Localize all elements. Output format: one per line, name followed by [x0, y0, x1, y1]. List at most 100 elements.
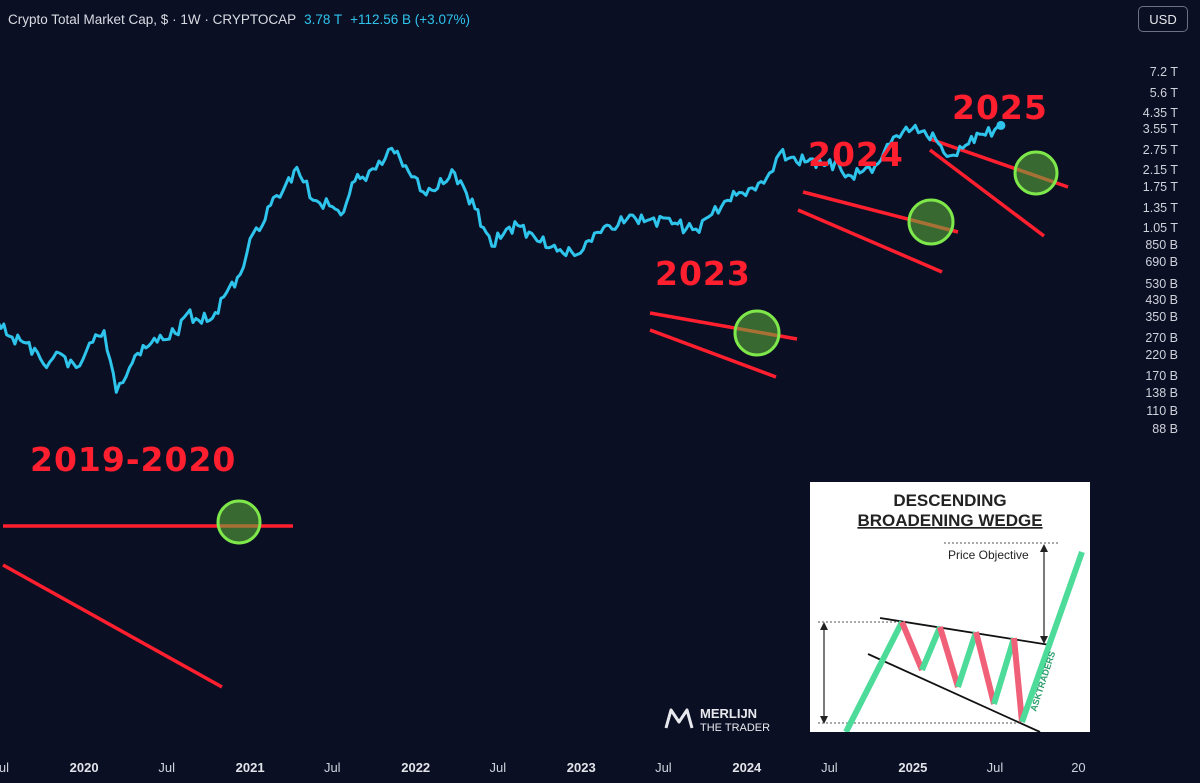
data-point [984, 134, 987, 137]
data-point [889, 142, 892, 146]
merlijn-logo: MERLIJN THE TRADER [664, 704, 794, 734]
wave-up-3 [955, 631, 979, 688]
wave-up-1 [843, 620, 905, 734]
symbol-header: Crypto Total Market Cap, $ · 1W · CRYPTO… [8, 12, 470, 27]
breakout-circle-2025 [1013, 150, 1059, 196]
breakout-circle-2023 [733, 309, 781, 357]
logo-line1: MERLIJN [700, 706, 757, 721]
data-point [684, 227, 688, 231]
wave-down-1 [899, 620, 925, 672]
symbol-title: Crypto Total Market Cap, $ · 1W · CRYPTO… [8, 12, 297, 27]
data-point [593, 231, 596, 235]
data-point [726, 199, 729, 202]
data-point [643, 220, 646, 223]
annotation-2019-2020: 2019-2020 [30, 440, 237, 479]
data-point [490, 245, 494, 248]
data-point [970, 135, 973, 138]
data-point [295, 166, 299, 169]
y-tick-label: 170 B [1145, 368, 1178, 383]
wave-breakout [1019, 551, 1085, 723]
y-tick-label: 4.35 T [1142, 106, 1178, 121]
y-tick-label: 220 B [1145, 347, 1178, 362]
data-point [904, 125, 908, 129]
y-tick-label: 430 B [1145, 293, 1178, 308]
data-point [197, 319, 201, 322]
y-tick-label: 138 B [1145, 385, 1178, 400]
data-point [920, 130, 923, 133]
height-arrow-head-down [820, 716, 828, 724]
x-tick-label: 2024 [732, 760, 762, 775]
data-point [185, 312, 189, 315]
annotation-2025: 2025 [952, 88, 1048, 127]
data-point [473, 207, 477, 210]
data-point [858, 171, 861, 175]
data-point [795, 161, 798, 164]
data-point [955, 154, 959, 157]
series-group [0, 120, 1006, 394]
data-point [874, 164, 877, 167]
wedge-upper-line [879, 617, 1051, 646]
x-tick-label: 2023 [566, 760, 596, 775]
wave-down-3 [973, 631, 997, 705]
x-tick-label: 20 [1071, 760, 1086, 775]
data-point [710, 213, 714, 216]
y-tick-label: 350 B [1145, 310, 1178, 325]
y-tick-label: 1.75 T [1142, 179, 1178, 194]
data-point [579, 252, 582, 255]
data-point [91, 341, 95, 344]
data-point [694, 227, 698, 231]
data-point [390, 147, 393, 150]
data-point [453, 171, 456, 175]
data-point [128, 366, 131, 369]
x-tick-label: Jul [821, 760, 838, 775]
data-point [361, 175, 364, 179]
data-point [533, 236, 536, 239]
wave-down-2 [937, 626, 961, 688]
data-point [115, 391, 118, 394]
x-tick-label: 2021 [235, 760, 265, 775]
data-point [174, 332, 177, 335]
data-point [22, 341, 25, 344]
x-tick-label: 2025 [898, 760, 928, 775]
data-point [516, 224, 519, 227]
data-point [610, 227, 614, 231]
data-point [8, 335, 11, 338]
annotation-2024: 2024 [808, 135, 904, 174]
y-tick-label: 690 B [1145, 255, 1178, 270]
breakout-circles [216, 150, 1059, 545]
inset-title-line2: BROADENING WEDGE [857, 511, 1042, 530]
logo-m-icon [664, 708, 694, 729]
data-point [55, 350, 58, 354]
y-tick-label: 270 B [1145, 331, 1178, 346]
change-value: +112.56 B (+3.07%) [350, 12, 470, 27]
data-point [374, 168, 377, 171]
data-point [328, 204, 331, 207]
currency-button[interactable]: USD [1138, 6, 1188, 32]
y-tick-label: 850 B [1145, 238, 1178, 253]
wedge-lower-line [867, 653, 1041, 733]
data-point [261, 224, 264, 227]
y-tick-label: 5.6 T [1149, 85, 1178, 100]
data-point [102, 329, 106, 332]
data-point [668, 217, 671, 220]
logo-line2: THE TRADER [700, 722, 770, 734]
data-point [424, 193, 428, 197]
data-point [778, 151, 782, 154]
x-tick-label: Jul [986, 760, 1004, 775]
y-tick-label: 1.35 T [1142, 200, 1178, 215]
x-tick-label: Jul [655, 760, 672, 775]
data-point [768, 171, 771, 175]
price-value: 3.78 T [304, 12, 343, 27]
wave-up-4 [991, 637, 1017, 705]
data-point [156, 341, 159, 344]
y-tick-label: 110 B [1146, 403, 1178, 418]
data-point [252, 231, 255, 235]
inset-title-line1: DESCENDING [893, 491, 1006, 510]
y-tick-label: 88 B [1152, 421, 1178, 436]
y-tick-label: 2.15 T [1142, 163, 1178, 178]
y-tick-label: 7.2 T [1149, 65, 1178, 80]
last-price-dot [996, 120, 1006, 130]
annotation-2023: 2023 [655, 254, 751, 293]
